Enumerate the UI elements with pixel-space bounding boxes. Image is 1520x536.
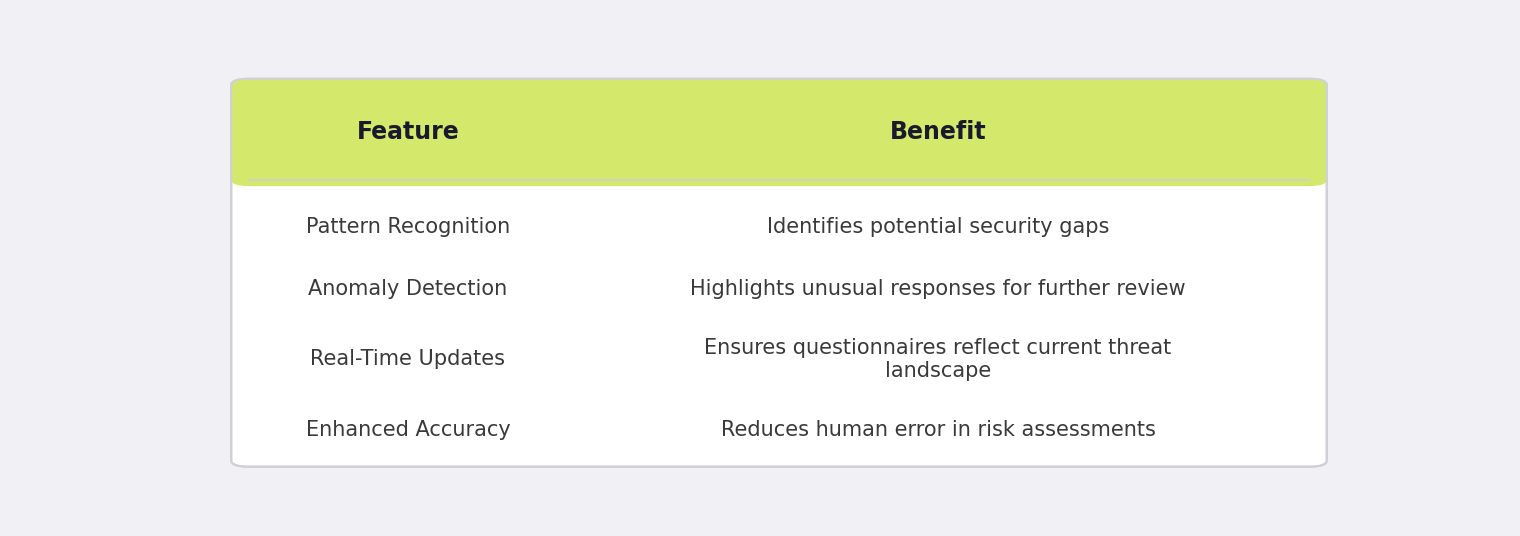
Bar [249,151,1309,180]
Text: Highlights unusual responses for further review: Highlights unusual responses for further… [690,279,1186,299]
Text: Anomaly Detection: Anomaly Detection [309,279,508,299]
Text: Reduces human error in risk assessments: Reduces human error in risk assessments [720,420,1155,440]
Text: Feature: Feature [357,121,459,144]
Text: Identifies potential security gaps: Identifies potential security gaps [768,217,1110,237]
Text: Real-Time Updates: Real-Time Updates [310,349,506,369]
FancyBboxPatch shape [231,79,1327,186]
Text: Pattern Recognition: Pattern Recognition [306,217,511,237]
Text: Benefit: Benefit [889,121,986,144]
FancyBboxPatch shape [231,79,1327,467]
Text: Enhanced Accuracy: Enhanced Accuracy [306,420,511,440]
Text: Ensures questionnaires reflect current threat
landscape: Ensures questionnaires reflect current t… [704,338,1172,381]
